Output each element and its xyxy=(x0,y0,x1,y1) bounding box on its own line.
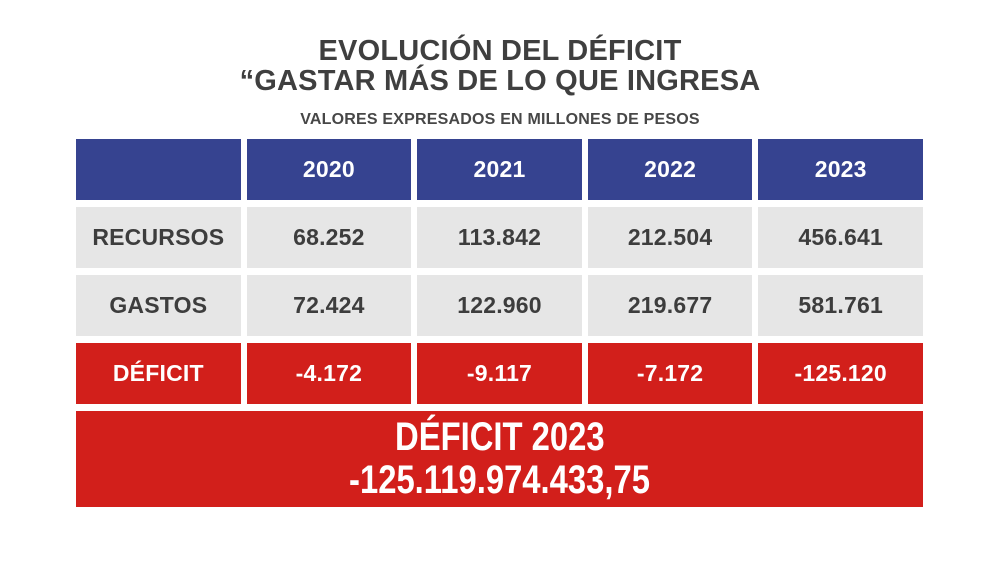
cell-deficit-2022: -7.172 xyxy=(587,343,753,404)
page-title-line-1: EVOLUCIÓN DEL DÉFICIT xyxy=(318,35,682,67)
cell-gastos-2020: 72.424 xyxy=(246,275,412,336)
cell-gastos-2021: 122.960 xyxy=(417,275,582,336)
deficit-2023-banner: DÉFICIT 2023 -125.119.974.433,75 xyxy=(76,411,923,507)
cell-gastos-2023: 581.761 xyxy=(758,275,923,336)
cell-deficit-2021: -9.117 xyxy=(417,343,582,404)
header-cell-2022: 2022 xyxy=(587,139,753,200)
header-cell-2021: 2021 xyxy=(417,139,582,200)
header-cell-empty xyxy=(76,139,241,200)
page-subtitle: VALORES EXPRESADOS EN MILLONES DE PESOS xyxy=(300,110,700,128)
row-label-gastos: GASTOS xyxy=(76,275,241,336)
cell-recursos-2021: 113.842 xyxy=(417,207,582,268)
header-cell-2023: 2023 xyxy=(758,139,923,200)
header-cell-2020: 2020 xyxy=(246,139,412,200)
cell-recursos-2023: 456.641 xyxy=(758,207,923,268)
banner-amount: -125.119.974.433,75 xyxy=(349,458,650,502)
cell-recursos-2020: 68.252 xyxy=(246,207,412,268)
banner-title: DÉFICIT 2023 xyxy=(394,414,605,459)
row-label-deficit: DÉFICIT xyxy=(76,343,241,404)
cell-deficit-2023: -125.120 xyxy=(758,343,923,404)
deficit-table: 2020 2021 2022 2023 RECURSOS 68.252 113.… xyxy=(76,139,923,507)
cell-recursos-2022: 212.504 xyxy=(587,207,753,268)
title-block: EVOLUCIÓN DEL DÉFICIT “GASTAR MÁS DE LO … xyxy=(0,36,1000,129)
row-label-recursos: RECURSOS xyxy=(76,207,241,268)
cell-deficit-2020: -4.172 xyxy=(246,343,412,404)
page-title-line-2: “GASTAR MÁS DE LO QUE INGRESA xyxy=(239,65,761,98)
cell-gastos-2022: 219.677 xyxy=(587,275,753,336)
